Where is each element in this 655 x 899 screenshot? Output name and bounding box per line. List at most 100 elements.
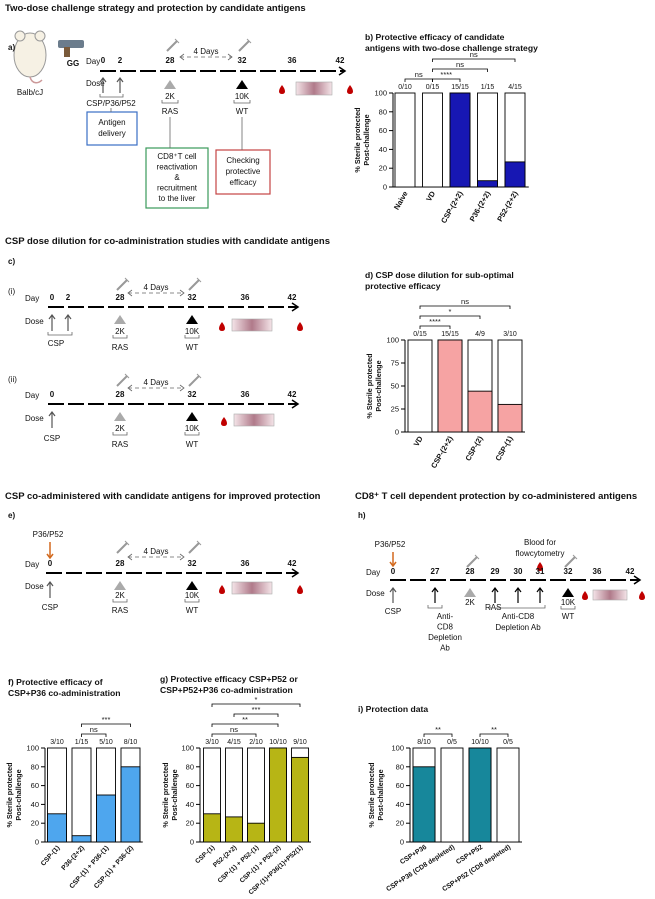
value-label: 10/10 xyxy=(269,739,287,746)
day-label: 2 xyxy=(66,293,71,302)
y-axis-label: Post-challenge xyxy=(170,769,179,820)
label: Day xyxy=(25,391,39,400)
label: Dose xyxy=(25,317,44,326)
bar-frame xyxy=(394,92,416,188)
significance-label: ns xyxy=(230,725,238,734)
bar xyxy=(497,403,523,433)
value-label: 15/15 xyxy=(441,331,459,338)
dose-marker xyxy=(114,315,126,324)
label: (ii) xyxy=(8,375,17,384)
bar xyxy=(203,813,221,843)
chart-title: i) Protection data xyxy=(358,704,428,714)
arrow-head xyxy=(491,587,499,593)
bar xyxy=(269,747,287,843)
value-label: 3/10 xyxy=(50,739,64,746)
significance-label: * xyxy=(255,695,258,704)
mouse-label: Balb/cJ xyxy=(17,88,43,97)
label: 10K xyxy=(235,92,250,101)
arrow-head xyxy=(64,314,72,320)
line xyxy=(188,279,200,291)
y-tick-label: 60 xyxy=(31,781,39,790)
mouse-icon xyxy=(13,30,47,84)
significance-bracket xyxy=(419,305,511,309)
panel-label: h) xyxy=(358,511,366,520)
line xyxy=(116,279,128,291)
bar-frame xyxy=(71,747,92,843)
significance-label: ns xyxy=(456,60,464,69)
label: Checking xyxy=(226,156,259,165)
x-tick-label: P52-(2+2) xyxy=(495,189,520,223)
x-tick-label: P36-(2+2) xyxy=(60,845,86,872)
label: Anti-CD8 xyxy=(502,612,535,621)
arrow-head xyxy=(46,581,54,587)
line xyxy=(238,40,250,52)
label: RAS xyxy=(112,606,128,615)
label: Depletion Ab xyxy=(495,623,541,632)
blood-drop xyxy=(219,585,225,594)
significance-bracket xyxy=(211,703,301,707)
arrow-head xyxy=(48,314,56,320)
day-label: 0 xyxy=(50,293,55,302)
arrow-head xyxy=(389,561,397,568)
y-tick-label: 80 xyxy=(396,762,404,771)
box-antigen xyxy=(86,111,138,146)
bracket xyxy=(99,94,124,98)
y-axis-label: % Sterile protected xyxy=(5,762,14,827)
bar xyxy=(477,180,498,188)
value-label: 2/10 xyxy=(249,739,263,746)
y-tick-label: 80 xyxy=(31,762,39,771)
chart-title: b) Protective efficacy of candidate xyxy=(365,32,505,42)
y-axis-label: Post-challenge xyxy=(362,114,371,165)
y-axis-label: Post-challenge xyxy=(14,769,23,820)
day-label: 31 xyxy=(536,567,545,576)
significance-label: ** xyxy=(242,715,248,724)
day-label: 30 xyxy=(514,567,523,576)
line xyxy=(564,556,576,568)
line xyxy=(246,38,252,44)
significance-bracket xyxy=(423,733,453,737)
panel-label: c) xyxy=(8,257,15,266)
x-tick-label: CSP-(1) xyxy=(493,434,515,462)
chart-title: g) Protective efficacy CSP+P52 or xyxy=(160,674,298,684)
line xyxy=(124,373,130,379)
x-tick-label: P36-(2+2) xyxy=(468,189,493,223)
liver-image xyxy=(295,81,333,96)
y-tick-label: 25 xyxy=(391,405,399,414)
line xyxy=(166,40,178,52)
interval-label: 4 Days xyxy=(144,547,169,556)
value-label: 1/15 xyxy=(481,84,495,91)
day-label: 32 xyxy=(564,567,573,576)
value-label: 4/9 xyxy=(475,331,485,338)
label: (i) xyxy=(8,287,15,296)
day-label: 28 xyxy=(116,293,125,302)
bracket xyxy=(560,606,576,610)
label: CSP xyxy=(385,607,401,616)
y-tick-label: 0 xyxy=(383,183,387,192)
bar-frame xyxy=(496,747,520,843)
dose-marker xyxy=(186,581,198,590)
bracket xyxy=(112,335,128,339)
y-axis-label: % Sterile protected xyxy=(353,107,362,172)
day-label: 42 xyxy=(336,56,345,65)
blood-drop xyxy=(297,322,303,331)
x-tick-label: CSP-(2+2) xyxy=(429,434,455,470)
dose-marker xyxy=(236,80,248,89)
blood-drop xyxy=(221,417,227,426)
arrow-head xyxy=(338,66,347,76)
blood-drop xyxy=(347,85,353,94)
y-tick-label: 80 xyxy=(379,107,387,116)
section-heading: CD8⁺ T cell dependent protection by co-a… xyxy=(355,491,637,502)
bracket xyxy=(161,100,179,104)
label: RAS xyxy=(112,343,128,352)
value-label: 8/10 xyxy=(124,739,138,746)
y-tick-label: 0 xyxy=(190,838,194,847)
value-label: 0/15 xyxy=(426,84,440,91)
y-tick-label: 0 xyxy=(35,838,39,847)
label: 2K xyxy=(115,591,125,600)
value-label: 0/5 xyxy=(447,739,457,746)
y-axis-label: % Sterile protected xyxy=(365,353,374,418)
significance-label: ** xyxy=(491,725,497,734)
arrow-head xyxy=(389,587,397,593)
bar xyxy=(247,822,265,843)
